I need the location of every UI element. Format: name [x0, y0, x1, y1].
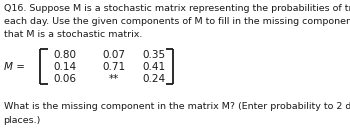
Text: 0.07: 0.07: [102, 50, 125, 60]
Text: 0.80: 0.80: [53, 50, 76, 60]
Text: 0.71: 0.71: [102, 62, 125, 72]
Text: 0.14: 0.14: [53, 62, 76, 72]
Text: that M is a stochastic matrix.: that M is a stochastic matrix.: [4, 30, 142, 39]
Text: 0.41: 0.41: [142, 62, 166, 72]
Text: 0.06: 0.06: [53, 74, 76, 84]
Text: places.): places.): [4, 116, 41, 125]
Text: each day. Use the given components of M to fill in the missing component [**] su: each day. Use the given components of M …: [4, 17, 350, 26]
Text: **: **: [108, 74, 119, 84]
Text: 0.35: 0.35: [142, 50, 166, 60]
Text: Q16. Suppose M is a stochastic matrix representing the probabilities of transiti: Q16. Suppose M is a stochastic matrix re…: [4, 4, 350, 13]
Text: 0.24: 0.24: [142, 74, 166, 84]
Text: What is the missing component in the matrix M? (Enter probability to 2 decimal: What is the missing component in the mat…: [4, 102, 350, 111]
Text: M =: M =: [4, 62, 24, 72]
